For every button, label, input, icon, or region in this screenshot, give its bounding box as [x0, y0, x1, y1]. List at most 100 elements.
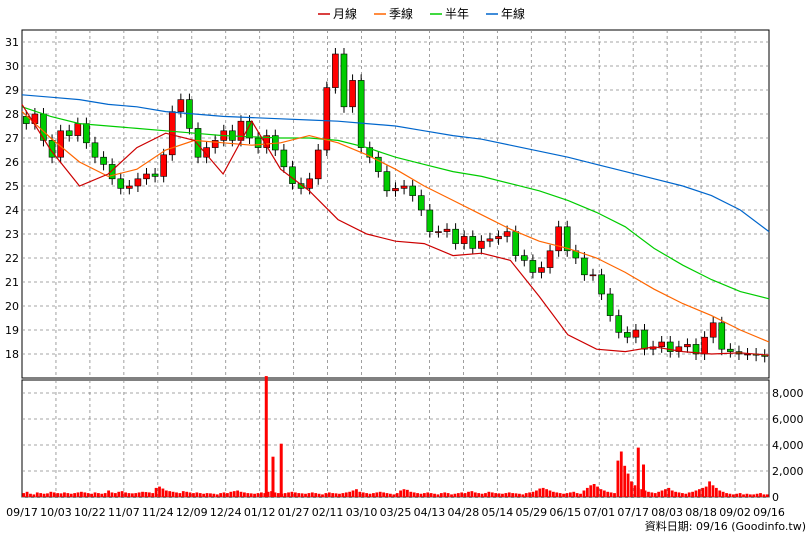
- volume-bar: [279, 443, 283, 497]
- candle-body: [606, 293, 614, 316]
- volume-bar: [181, 491, 185, 497]
- candle-body: [701, 336, 708, 355]
- volume-bar: [97, 493, 100, 497]
- volume-bar: [582, 490, 586, 497]
- candle-body: [615, 315, 623, 333]
- volume-bar: [338, 493, 341, 497]
- candle-body: [443, 228, 451, 232]
- candle-body: [392, 188, 399, 192]
- candle-body: [143, 173, 150, 180]
- volume-bar: [35, 492, 39, 497]
- candle-body: [211, 140, 219, 148]
- candle-body: [435, 231, 442, 233]
- candle-body: [357, 80, 365, 148]
- x-tick-label: 11/07: [108, 506, 140, 519]
- x-tick-label: 03/10: [346, 506, 378, 519]
- volume-bar: [762, 494, 766, 497]
- candle-body: [409, 185, 416, 196]
- candle-body: [323, 87, 331, 151]
- volume-bar: [144, 492, 148, 497]
- volume-bar: [253, 493, 256, 497]
- volume-bar: [755, 493, 759, 497]
- volume-bar: [232, 491, 236, 497]
- candle-body: [117, 178, 125, 189]
- volume-bar: [327, 492, 331, 497]
- price-y-tick-label: 21: [5, 276, 19, 289]
- volume-bar: [419, 493, 423, 497]
- volume-bar: [73, 493, 77, 497]
- volume-bar: [480, 493, 484, 497]
- volume-bar: [293, 492, 297, 497]
- x-tick-label: 03/25: [380, 506, 412, 519]
- candle-body: [666, 341, 674, 352]
- volume-bar: [521, 494, 525, 497]
- candle-body: [289, 166, 296, 184]
- candle-body: [641, 329, 648, 350]
- volume-bar: [195, 492, 199, 497]
- volume-bar: [579, 493, 582, 497]
- volume-bar: [103, 493, 107, 497]
- volume-bar: [351, 490, 355, 497]
- x-tick-label: 11/24: [142, 506, 174, 519]
- volume-bar: [589, 485, 593, 497]
- candle-body: [126, 185, 133, 189]
- volume-bar: [592, 484, 596, 497]
- volume-bar: [463, 493, 467, 497]
- x-tick-label: 09/17: [6, 506, 38, 519]
- volume-bar: [439, 493, 443, 497]
- volume-bar: [151, 493, 155, 497]
- volume-bar: [375, 492, 379, 497]
- volume-bar: [304, 493, 307, 497]
- volume-bar: [409, 491, 413, 497]
- volume-bar: [585, 487, 589, 497]
- candle-body: [332, 53, 339, 88]
- candle-body: [589, 274, 597, 277]
- volume-bar: [714, 487, 718, 497]
- volume-bar: [243, 492, 246, 497]
- price-y-tick-label: 25: [5, 180, 19, 193]
- candle-body: [692, 344, 700, 355]
- volume-bar: [626, 473, 630, 497]
- volume-bar: [545, 489, 548, 497]
- volume-bar: [473, 492, 477, 497]
- volume-bar: [511, 493, 515, 497]
- volume-bar: [209, 493, 212, 497]
- volume-bar: [453, 493, 457, 497]
- volume-bar: [433, 493, 436, 497]
- candle-body: [22, 116, 30, 124]
- volume-bar: [650, 492, 654, 497]
- volume-bar: [657, 491, 661, 497]
- volume-bar: [137, 492, 141, 497]
- volume-bar: [402, 489, 406, 497]
- volume-y-tick-label: 6,000: [772, 413, 804, 426]
- volume-plot-area: [21, 379, 770, 498]
- x-tick-label: 07/17: [617, 506, 649, 519]
- volume-bar: [619, 451, 623, 497]
- volume-bar: [450, 494, 453, 497]
- candle-body: [675, 346, 683, 352]
- volume-bar: [518, 493, 521, 497]
- volume-bar: [32, 494, 36, 497]
- legend: 月線 季線 半年 年線: [318, 6, 525, 21]
- volume-bar: [382, 492, 386, 497]
- volume-bar: [738, 493, 742, 497]
- volume-bar: [443, 492, 447, 497]
- volume-bar: [259, 492, 263, 497]
- x-tick-label: 08/18: [685, 506, 717, 519]
- volume-bar: [22, 493, 26, 497]
- volume-bar: [334, 493, 338, 497]
- volume-bar: [664, 489, 667, 497]
- x-tick-label: 04/28: [448, 506, 480, 519]
- volume-bar: [219, 493, 223, 497]
- volume-bar: [42, 493, 46, 497]
- volume-bar: [412, 492, 416, 497]
- volume-bar: [117, 491, 121, 497]
- volume-bar: [490, 492, 494, 497]
- price-y-tick-label: 26: [5, 156, 19, 169]
- candle-body: [460, 236, 468, 244]
- volume-bar: [487, 491, 491, 497]
- volume-bar: [708, 481, 711, 497]
- volume-bar: [372, 493, 375, 497]
- candle-body: [555, 226, 562, 252]
